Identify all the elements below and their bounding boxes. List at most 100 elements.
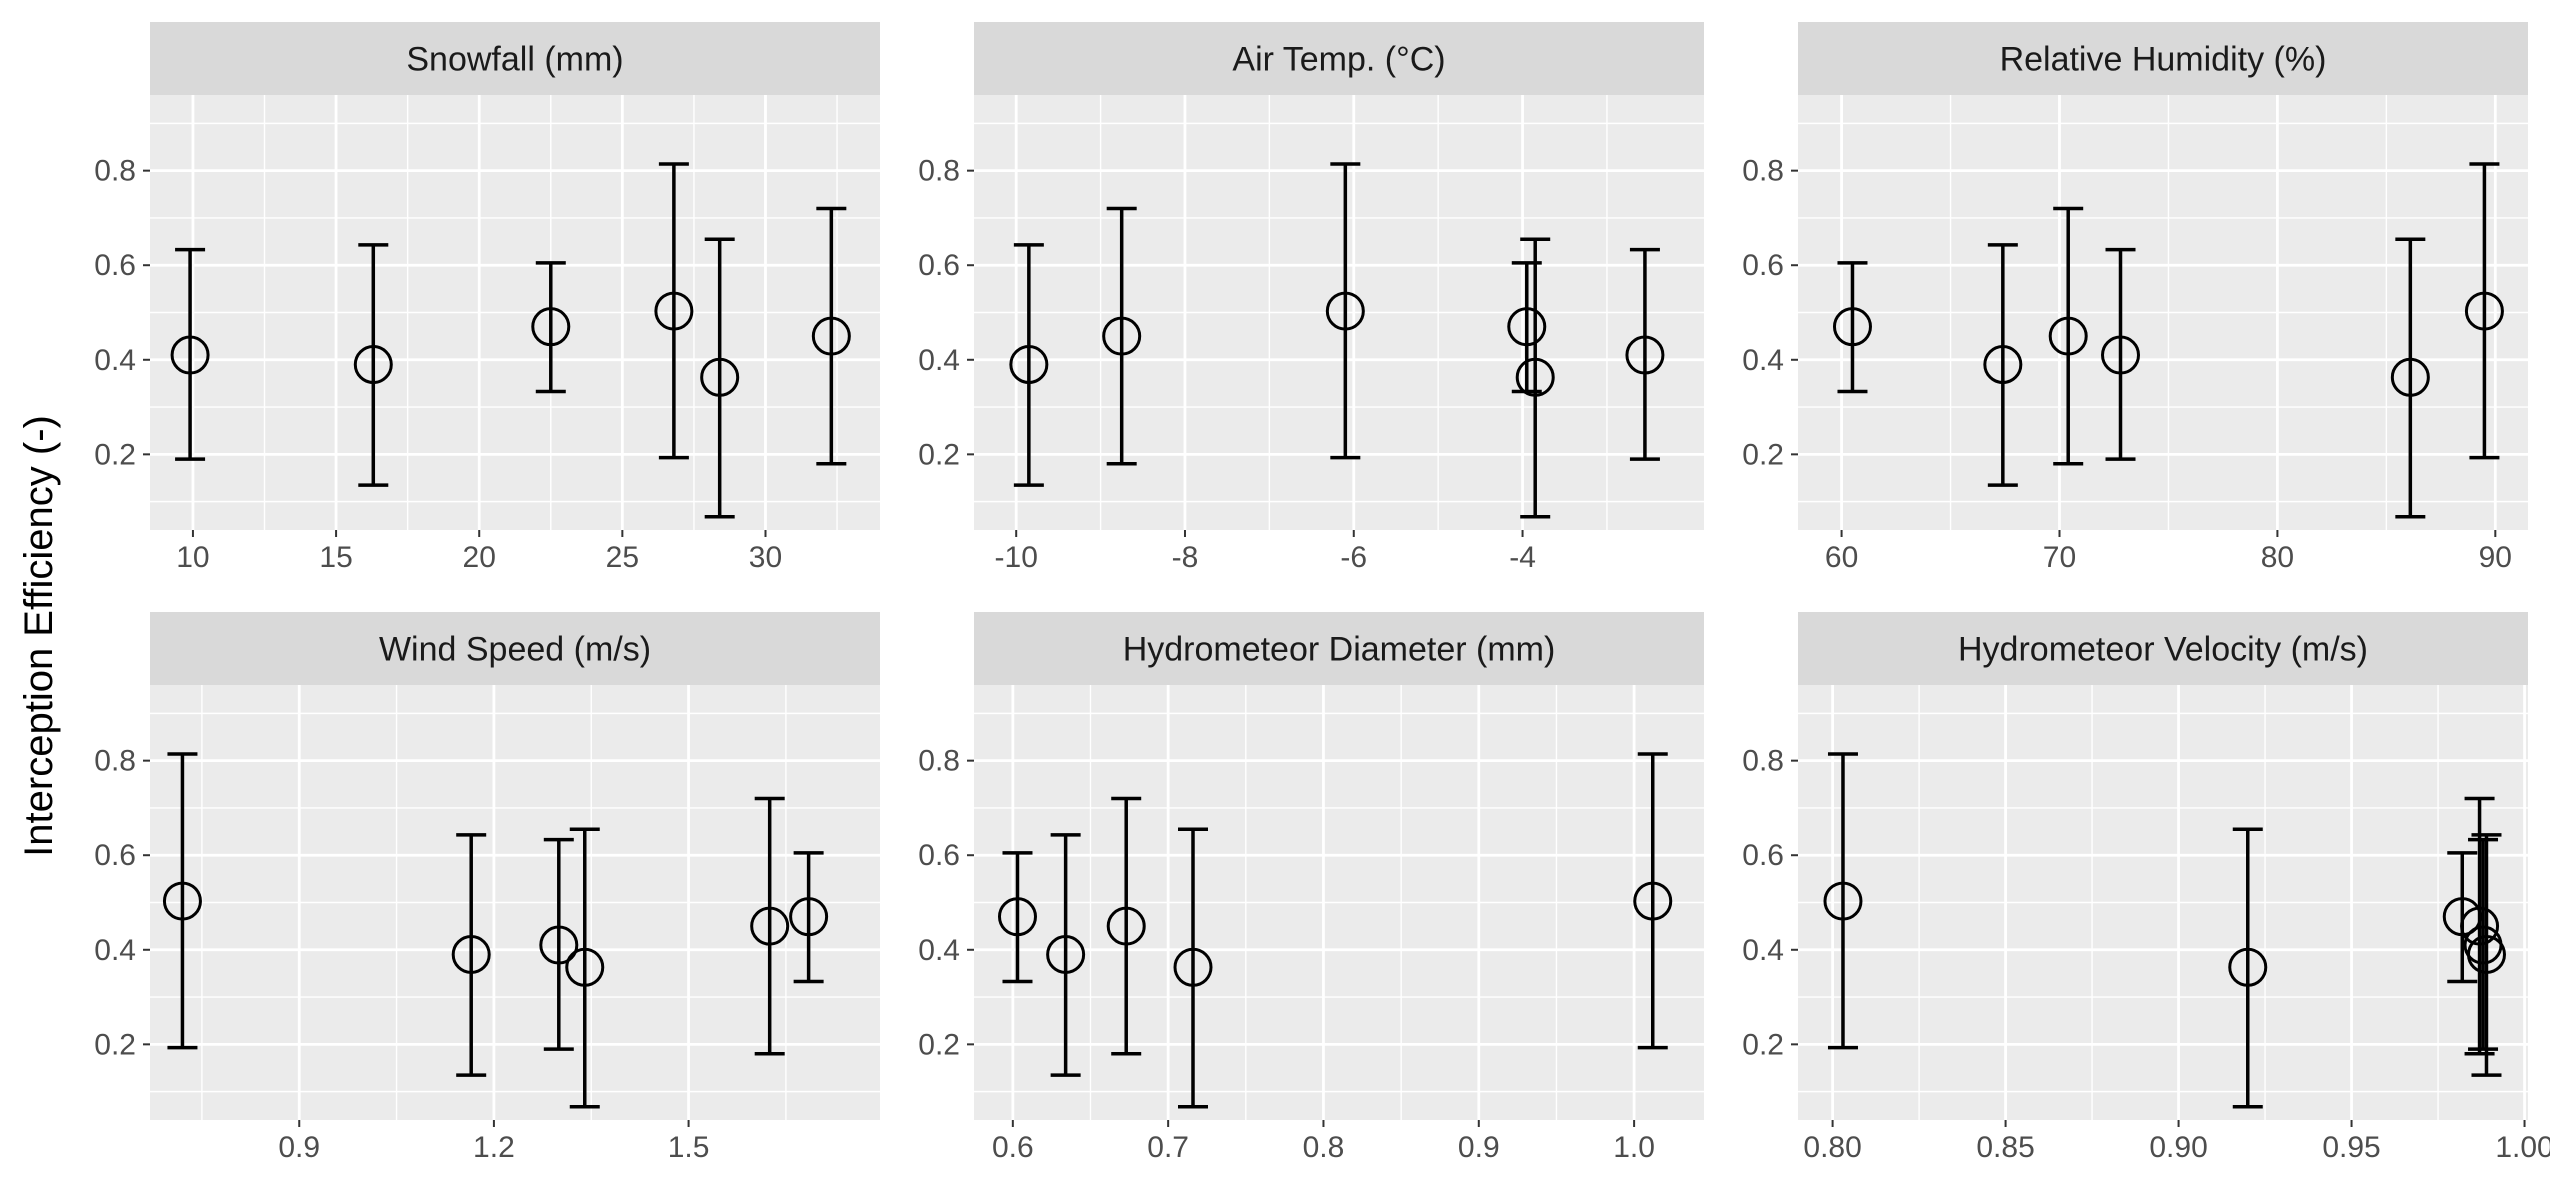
facet-panel: Relative Humidity (%) 0.2 0.4 0.6 0.8 60 70 80 9… [1742, 22, 2528, 574]
data-point [700, 357, 740, 397]
data-point-group [353, 243, 393, 487]
data-point [2460, 906, 2500, 946]
data-point-group [1173, 827, 1213, 1109]
data-point-group [1823, 752, 1863, 1050]
data-point-group [789, 851, 829, 984]
y-tick-label: 0.4 [94, 934, 136, 967]
data-point [1515, 357, 1555, 397]
x-tick-label: 0.9 [1458, 1131, 1500, 1164]
data-point [162, 881, 202, 921]
data-point [2048, 316, 2088, 356]
data-point-group [1633, 752, 1673, 1050]
data-point-group [451, 833, 491, 1077]
y-tick-label: 0.6 [918, 249, 960, 282]
data-point-group [2101, 247, 2141, 461]
x-tick-label: -8 [1172, 541, 1199, 574]
x-tick-label: 20 [463, 541, 496, 574]
y-tick-label: 0.4 [1742, 934, 1784, 967]
data-point [811, 316, 851, 356]
x-tick-label: -10 [995, 541, 1038, 574]
data-point-group [2390, 237, 2430, 519]
x-tick-label: 1.00 [2495, 1131, 2550, 1164]
x-tick-label: 0.7 [1147, 1131, 1189, 1164]
x-tick-label: 0.6 [992, 1131, 1034, 1164]
facet-panel: Hydrometeor Diameter (mm) 0.2 0.4 0.6 0.8 0.6… [918, 612, 1704, 1164]
y-axis-label: Interception Efficiency (-) [17, 415, 61, 857]
x-tick-label: 15 [319, 541, 352, 574]
data-point [170, 335, 210, 375]
data-point [1625, 335, 1665, 375]
facet-panel: Air Temp. (°C) 0.2 0.4 0.6 0.8 -10 -8 -6 -4 [918, 22, 1704, 574]
x-tick-label: 80 [2261, 541, 2294, 574]
facet-panel: Hydrometeor Velocity (m/s) 0.2 0.4 0.6 0.8 0.… [1742, 612, 2550, 1164]
data-point-group [1325, 162, 1365, 460]
data-point-group [700, 237, 740, 519]
data-point [1046, 935, 1086, 975]
data-point-group [2466, 833, 2506, 1077]
y-tick-label: 0.4 [918, 344, 960, 377]
facet-panel: Wind Speed (m/s) 0.2 0.4 0.6 0.8 0.9 1.2 1.5 [94, 612, 880, 1164]
y-tick-label: 0.8 [94, 155, 136, 188]
data-point-group [1832, 261, 1872, 394]
data-point [1106, 906, 1146, 946]
x-tick-label: 25 [606, 541, 639, 574]
data-point [353, 345, 393, 385]
facet-strip [974, 612, 1704, 685]
data-point [654, 291, 694, 331]
facet-title: Hydrometeor Velocity (m/s) [1958, 631, 2368, 669]
data-point [2466, 935, 2506, 975]
x-tick-label: 0.85 [1976, 1131, 2034, 1164]
data-point-group [750, 796, 790, 1056]
data-point-group [1515, 237, 1555, 519]
data-point [2228, 947, 2268, 987]
data-point [451, 935, 491, 975]
data-point-group [1009, 243, 1049, 487]
y-tick-label: 0.4 [1742, 344, 1784, 377]
data-point-group [531, 261, 571, 394]
data-point [789, 897, 829, 937]
y-tick-label: 0.6 [918, 839, 960, 872]
x-tick-label: 0.90 [2149, 1131, 2207, 1164]
data-point-group [1983, 243, 2023, 487]
y-tick-label: 0.8 [918, 155, 960, 188]
data-point [565, 947, 605, 987]
y-tick-label: 0.8 [1742, 155, 1784, 188]
y-tick-label: 0.6 [94, 249, 136, 282]
data-point-group [1046, 833, 1086, 1077]
data-point [531, 307, 571, 347]
x-tick-label: 60 [1825, 541, 1858, 574]
data-point-group [2464, 162, 2504, 460]
data-point [1983, 345, 2023, 385]
facet-title: Snowfall (mm) [406, 41, 623, 79]
x-tick-label: -6 [1340, 541, 1367, 574]
y-tick-label: 0.2 [1742, 438, 1784, 471]
data-point-group [170, 247, 210, 461]
y-tick-label: 0.6 [94, 839, 136, 872]
data-point [1325, 291, 1365, 331]
facet-panels: Snowfall (mm) 0.2 0.4 0.6 0.8 10 15 20 25 30 Air T… [94, 22, 2550, 1164]
data-point [2464, 291, 2504, 331]
facet-strip [150, 612, 880, 685]
data-point [539, 925, 579, 965]
x-tick-label: 30 [749, 541, 782, 574]
y-tick-label: 0.8 [94, 745, 136, 778]
y-tick-label: 0.4 [918, 934, 960, 967]
facet-title: Wind Speed (m/s) [379, 631, 651, 669]
data-point-group [997, 851, 1037, 984]
data-point-group [811, 206, 851, 466]
data-point-group [162, 752, 202, 1050]
data-point [2101, 335, 2141, 375]
y-tick-label: 0.8 [918, 745, 960, 778]
y-tick-label: 0.8 [1742, 745, 1784, 778]
data-point [1832, 307, 1872, 347]
x-tick-label: 0.9 [278, 1131, 320, 1164]
x-tick-label: 1.0 [1613, 1131, 1655, 1164]
facet-strip [1798, 612, 2528, 685]
data-point [1823, 881, 1863, 921]
y-tick-label: 0.2 [94, 1028, 136, 1061]
x-tick-label: -4 [1509, 541, 1536, 574]
facet-title: Air Temp. (°C) [1232, 41, 1445, 79]
facet-panel: Snowfall (mm) 0.2 0.4 0.6 0.8 10 15 20 25 30 [94, 22, 880, 574]
x-tick-label: 0.80 [1803, 1131, 1861, 1164]
